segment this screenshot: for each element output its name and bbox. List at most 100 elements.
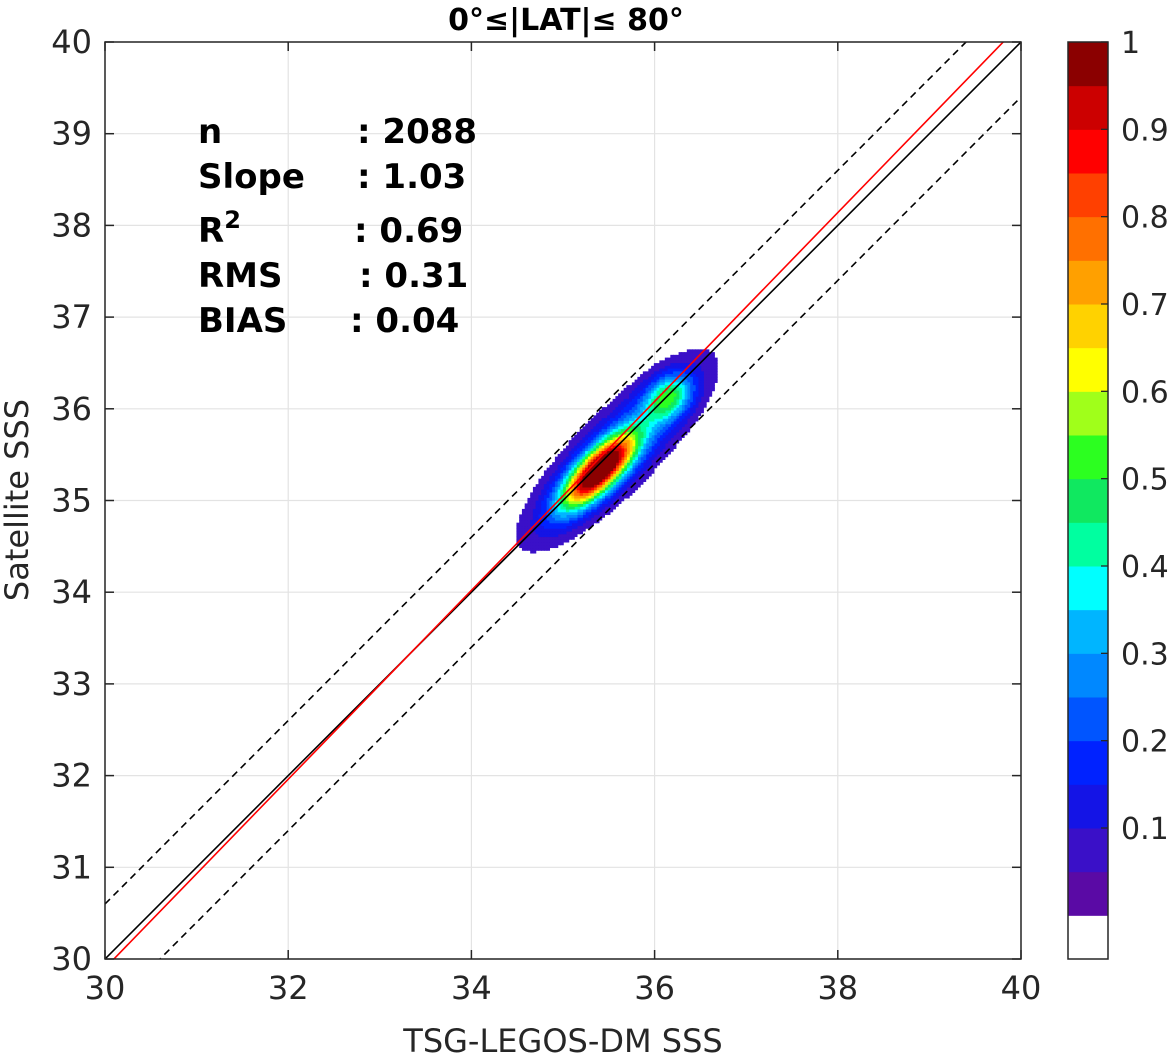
density-cell (532, 486, 537, 491)
density-cell (631, 486, 636, 491)
density-cell (673, 363, 677, 367)
density-cell (626, 481, 630, 485)
density-cell (662, 365, 666, 370)
density-cell (703, 390, 707, 394)
density-cell (648, 371, 652, 375)
density-cell (549, 481, 553, 485)
density-cell (631, 478, 636, 483)
density-cell (623, 390, 627, 394)
density-cell (552, 544, 556, 549)
density-cell (554, 459, 559, 463)
density-cell (700, 401, 704, 405)
density-cell (656, 442, 660, 447)
density-cell (552, 528, 556, 532)
density-cell (535, 541, 540, 546)
density-cell (587, 519, 592, 524)
density-cell (695, 404, 699, 408)
density-cell (527, 541, 531, 546)
density-cell (670, 437, 674, 441)
density-cell (664, 363, 669, 367)
density-cell (620, 390, 625, 394)
density-cell (626, 489, 630, 494)
density-cell (662, 360, 666, 364)
density-cell (670, 431, 674, 436)
density-cell (541, 539, 545, 543)
density-cell (678, 365, 682, 370)
density-cell (634, 481, 638, 485)
density-cell (604, 506, 608, 510)
density-cell (637, 376, 641, 381)
density-cell (714, 357, 718, 361)
density-cell (593, 429, 597, 433)
density-cell (593, 511, 597, 516)
density-cell (571, 525, 575, 529)
density-cell (651, 451, 655, 455)
density-cell (618, 489, 622, 494)
density-cell (571, 445, 575, 449)
density-cell (686, 363, 691, 367)
density-cell (706, 390, 710, 394)
density-cell (585, 437, 589, 441)
density-cell (543, 489, 548, 494)
density-cell (571, 442, 575, 447)
density-cell (546, 470, 551, 474)
density-cell (700, 352, 704, 356)
density-cell (560, 459, 564, 463)
density-cell (692, 404, 696, 408)
density-cell (535, 514, 540, 518)
density-cell (524, 519, 529, 524)
density-cell (612, 497, 616, 502)
density-cell (557, 473, 562, 477)
density-cell (689, 412, 693, 416)
density-cell (700, 368, 704, 372)
density-cell (686, 415, 691, 419)
density-cell (563, 462, 567, 466)
density-cell (634, 467, 638, 471)
density-cell (615, 404, 619, 408)
density-cell (557, 459, 562, 463)
density-cell (574, 440, 578, 444)
density-cell (609, 500, 614, 505)
density-cell (620, 489, 625, 494)
density-cell (629, 481, 633, 485)
density-cell (524, 506, 529, 510)
density-cell (601, 514, 605, 518)
density-cell (681, 357, 685, 361)
density-cell (552, 533, 556, 538)
density-cell (700, 390, 704, 394)
density-cell (576, 442, 581, 447)
density-cell (667, 363, 671, 367)
density-cell (587, 522, 592, 527)
density-cell (686, 349, 691, 353)
density-cell (662, 448, 666, 452)
density-cell (618, 409, 622, 414)
density-cell (521, 514, 526, 518)
density-cell (571, 528, 575, 532)
density-cell (667, 445, 671, 449)
density-cell (664, 453, 669, 458)
density-cell (560, 530, 564, 535)
density-cell (532, 495, 537, 499)
density-cell (538, 544, 542, 549)
density-cell (689, 354, 693, 359)
density-cell (640, 376, 644, 381)
density-cell (697, 387, 702, 392)
density-cell (590, 517, 594, 521)
density-cell (670, 440, 674, 444)
density-cell (543, 473, 548, 477)
density-cell (689, 418, 693, 422)
density-cell (538, 503, 542, 507)
density-cell (714, 376, 718, 381)
density-cell (582, 440, 586, 444)
density-cell (640, 481, 644, 485)
density-cell (541, 544, 545, 549)
density-cell (571, 453, 575, 458)
density-cell (571, 456, 575, 460)
density-cell (585, 525, 589, 529)
density-cell (579, 442, 583, 447)
density-cell (697, 409, 702, 414)
density-cell (574, 519, 578, 524)
density-cell (678, 357, 682, 361)
density-cell (527, 519, 531, 524)
density-cell (530, 503, 534, 507)
